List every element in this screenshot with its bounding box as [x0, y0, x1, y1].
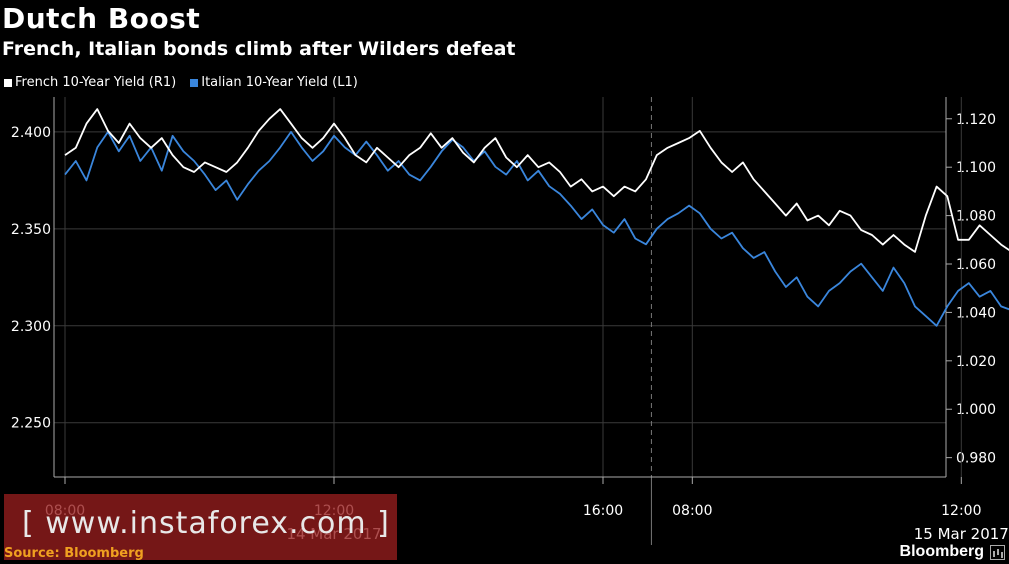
right-tick-label: 1.100	[956, 160, 996, 176]
right-tick-label: 1.040	[956, 305, 996, 321]
legend-swatch-italian	[190, 78, 199, 87]
right-tick-label: 1.000	[956, 402, 996, 418]
right-tick-label: 0.980	[956, 451, 996, 467]
legend-swatch-french	[4, 78, 12, 87]
legend-label-italian: Italian 10-Year Yield (L1)	[201, 75, 358, 90]
legend: French 10-Year Yield (R1) Italian 10-Yea…	[4, 75, 358, 90]
right-tick-label: 1.080	[956, 209, 996, 225]
left-tick-label: 2.400	[11, 125, 51, 141]
brand-logo: Bloomberg	[900, 543, 1005, 561]
watermark: [ www.instaforex.com ]	[4, 494, 397, 560]
source-note: Source: Bloomberg	[4, 546, 144, 561]
legend-label-french: French 10-Year Yield (R1)	[15, 75, 177, 90]
x-tick-label: 12:00	[941, 503, 981, 519]
right-tick-label: 1.020	[956, 354, 996, 370]
right-tick-label: 1.120	[956, 112, 996, 128]
series-line-french	[64, 108, 1009, 253]
date-label: 15 Mar 2017	[914, 525, 1009, 543]
bar-chart-icon	[990, 544, 1005, 560]
right-tick-label: 1.060	[956, 257, 996, 273]
brand-name: Bloomberg	[899, 543, 984, 560]
x-tick-label: 16:00	[583, 503, 623, 519]
watermark-text: [ www.instaforex.com ]	[22, 506, 390, 541]
left-tick-label: 2.300	[11, 319, 51, 335]
chart-subtitle: French, Italian bonds climb after Wilder…	[2, 38, 516, 60]
x-tick-label: 08:00	[672, 503, 712, 519]
legend-item-italian: Italian 10-Year Yield (L1)	[190, 75, 358, 90]
chart-title: Dutch Boost	[2, 2, 201, 35]
left-tick-label: 2.250	[11, 416, 51, 432]
legend-item-french: French 10-Year Yield (R1)	[4, 75, 176, 90]
series-line-italian	[64, 130, 1009, 327]
left-tick-label: 2.350	[11, 222, 51, 238]
